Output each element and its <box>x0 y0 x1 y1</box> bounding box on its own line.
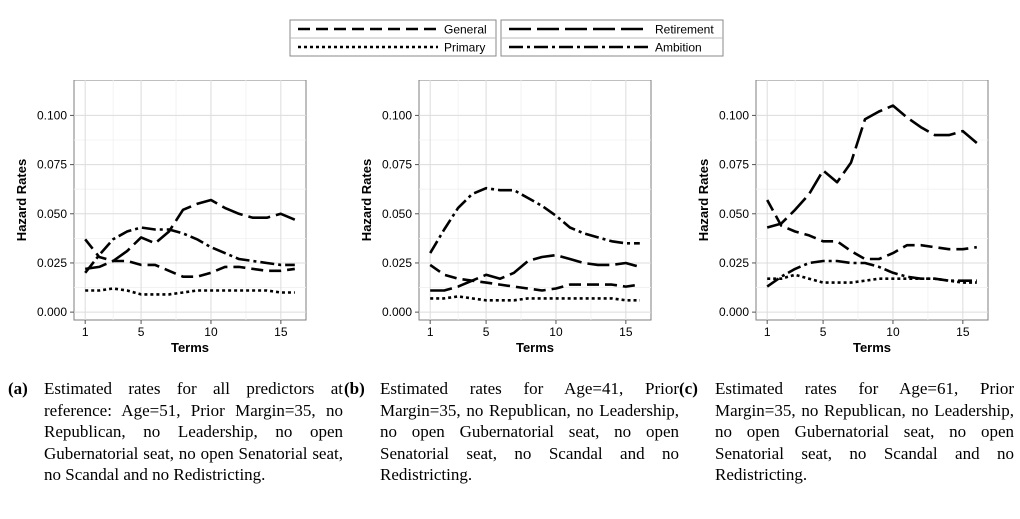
x-axis-label: Terms <box>516 340 554 355</box>
y-tick-label: 0.000 <box>382 305 412 319</box>
x-tick-label: 10 <box>886 325 900 339</box>
y-axis-label: Hazard Rates <box>359 159 374 241</box>
x-tick-label: 1 <box>82 325 89 339</box>
legend-item-general: General <box>298 23 487 37</box>
series-line-ambition-a <box>84 226 295 274</box>
caption-b-text: Estimated rates for Age=41, Prior Margin… <box>380 379 679 485</box>
series-line-retirement-b <box>430 253 641 292</box>
legend-label-retirement: Retirement <box>655 23 714 37</box>
y-tick-label: 0.000 <box>37 305 67 319</box>
y-tick-label: 0.000 <box>719 305 749 319</box>
x-tick-label: 5 <box>138 325 145 339</box>
legend-item-ambition: Ambition <box>509 41 702 55</box>
series-line-general-c <box>766 199 977 261</box>
legend-label-general: General <box>444 23 487 37</box>
y-tick-label: 0.075 <box>382 158 412 172</box>
x-tick-label: 5 <box>483 325 490 339</box>
caption-b: (b) Estimated rates for Age=41, Prior Ma… <box>344 378 679 486</box>
legend-item-retirement: Retirement <box>509 23 714 37</box>
series-line-ambition-b <box>429 186 640 254</box>
y-tick-label: 0.075 <box>719 158 749 172</box>
y-tick-label: 0.025 <box>37 256 67 270</box>
y-tick-label: 0.050 <box>382 207 412 221</box>
x-tick-label: 10 <box>549 325 563 339</box>
series-line-ambition-c <box>766 259 977 288</box>
series-line-retirement-c <box>766 104 978 229</box>
legend-label-ambition: Ambition <box>655 41 702 55</box>
y-tick-label: 0.075 <box>37 158 67 172</box>
y-tick-label: 0.100 <box>719 108 749 122</box>
legend: General Retirement Primary Ambition <box>289 19 724 57</box>
series-line-primary-a <box>85 287 295 296</box>
series-line-primary-b <box>430 295 640 302</box>
x-tick-label: 15 <box>619 325 633 339</box>
plot-area-c <box>755 80 989 321</box>
x-tick-label: 15 <box>956 325 970 339</box>
x-tick-label: 1 <box>427 325 434 339</box>
x-tick-label: 15 <box>274 325 288 339</box>
y-tick-label: 0.100 <box>382 108 412 122</box>
plot-area-a <box>73 80 307 321</box>
x-axis-label: Terms <box>171 340 209 355</box>
caption-a: (a) Estimated rates for all predictors a… <box>8 378 343 486</box>
caption-b-label: (b) <box>344 379 365 398</box>
y-axis-label: Hazard Rates <box>14 159 29 241</box>
legend-label-primary: Primary <box>444 41 485 55</box>
legend-item-primary: Primary <box>298 41 485 55</box>
caption-c: (c) Estimated rates for Age=61, Prior Ma… <box>679 378 1014 486</box>
caption-c-text: Estimated rates for Age=61, Prior Margin… <box>715 379 1014 485</box>
series-line-retirement-a <box>85 198 296 271</box>
plot-area-b <box>418 80 652 321</box>
x-tick-label: 5 <box>820 325 827 339</box>
y-tick-label: 0.025 <box>719 256 749 270</box>
y-tick-label: 0.025 <box>382 256 412 270</box>
x-tick-label: 1 <box>764 325 771 339</box>
series-line-general-b <box>429 263 640 292</box>
y-tick-label: 0.050 <box>719 207 749 221</box>
y-axis-label: Hazard Rates <box>696 159 711 241</box>
x-axis-label: Terms <box>853 340 891 355</box>
caption-a-text: Estimated rates for all predictors at re… <box>44 379 343 485</box>
caption-c-label: (c) <box>679 379 698 398</box>
x-tick-label: 10 <box>204 325 218 339</box>
y-tick-label: 0.100 <box>37 108 67 122</box>
series-line-general-a <box>84 238 295 278</box>
y-tick-label: 0.050 <box>37 207 67 221</box>
caption-a-label: (a) <box>8 379 28 398</box>
